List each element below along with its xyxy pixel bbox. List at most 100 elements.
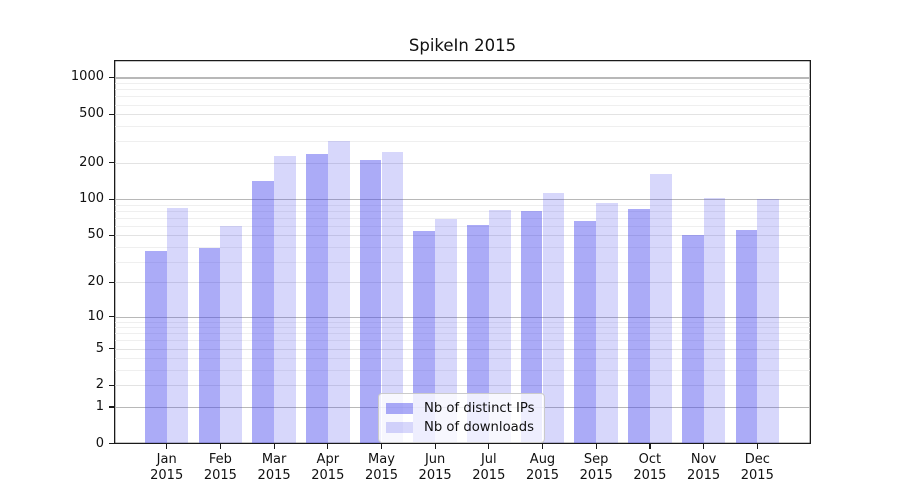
gridline-40 [115, 246, 810, 248]
x-tick-mark-sep [595, 444, 597, 449]
gridline-2 [115, 385, 810, 387]
gridline-300 [115, 141, 810, 143]
bar-distinct-ips-mar [252, 180, 275, 443]
gridline-20 [115, 282, 810, 284]
y-tick-label-500: 500 [79, 106, 104, 122]
bar-downloads-mar [274, 156, 296, 443]
bar-downloads-sep [596, 202, 618, 443]
x-tick-label-jan: Jan 2015 [150, 452, 184, 483]
y-tick-mark-500 [108, 113, 114, 115]
bar-distinct-ips-aug [520, 211, 543, 443]
bar-distinct-ips-jun [413, 231, 436, 443]
y-tick-label-10: 10 [87, 308, 104, 324]
gridline-900 [115, 83, 810, 84]
gridline-9 [115, 321, 810, 323]
gridline-4 [115, 358, 810, 360]
gridline-60 [115, 225, 810, 227]
gridline-1000 [115, 77, 810, 79]
legend-swatch-downloads [386, 422, 413, 433]
bar-distinct-ips-oct [628, 209, 650, 443]
gridline-5 [115, 348, 810, 350]
y-tick-label-1000: 1000 [70, 69, 104, 85]
y-tick-mark-2 [108, 384, 114, 387]
x-tick-label-oct: Oct 2015 [633, 452, 667, 483]
gridline-7 [115, 333, 810, 335]
x-tick-label-feb: Feb 2015 [203, 452, 237, 483]
legend-label-distinct-ips: Nb of distinct IPs [424, 400, 535, 416]
y-tick-label-50: 50 [87, 227, 104, 243]
y-tick-mark-10 [108, 316, 114, 318]
y-tick-mark-0 [108, 443, 114, 445]
gridline-30 [115, 261, 810, 263]
x-tick-label-aug: Aug 2015 [525, 452, 560, 483]
y-tick-label-5: 5 [95, 340, 104, 356]
gridline-600 [115, 104, 810, 106]
bar-downloads-oct [649, 174, 672, 443]
x-tick-label-mar: Mar 2015 [257, 452, 291, 483]
gridline-3 [115, 370, 810, 371]
gridline-10 [115, 316, 810, 318]
x-tick-label-apr: Apr 2015 [311, 452, 345, 483]
x-tick-mark-may [380, 444, 383, 449]
bar-distinct-ips-jul [467, 224, 489, 443]
x-tick-mark-jun [434, 444, 436, 449]
legend-label-downloads: Nb of downloads [424, 419, 534, 435]
gridline-50 [115, 235, 810, 237]
y-tick-mark-1 [108, 406, 114, 408]
x-tick-label-jun: Jun 2015 [418, 452, 452, 483]
y-tick-label-0: 0 [95, 435, 104, 451]
bar-downloads-apr [327, 140, 350, 443]
x-tick-mark-jul [488, 444, 490, 449]
bar-downloads-jun [435, 219, 457, 443]
gridline-90 [115, 204, 810, 206]
gridline-6 [115, 340, 810, 342]
legend-row-distinct-ips: Nb of distinct IPs [386, 399, 535, 418]
bar-distinct-ips-dec [735, 230, 758, 443]
plot-area: 0 1 2 5 10 20 50 100 200 500 1000 Jan 2015 Feb 2015… [71, 60, 811, 483]
bar-downloads-jan [166, 208, 189, 443]
bar-downloads-aug [542, 193, 565, 443]
bar-downloads-nov [703, 197, 726, 443]
x-tick-mark-apr [327, 444, 329, 449]
bar-downloads-may [381, 152, 404, 443]
y-tick-label-200: 200 [79, 154, 104, 170]
gridline-8 [115, 327, 810, 329]
y-tick-mark-100 [108, 198, 114, 200]
bar-distinct-ips-nov [681, 235, 704, 443]
y-tick-label-2: 2 [95, 377, 104, 393]
legend-swatch-distinct-ips [386, 403, 413, 414]
x-tick-mark-oct [649, 444, 651, 449]
gridline-80 [115, 210, 810, 212]
y-tick-label-20: 20 [87, 274, 104, 290]
bar-distinct-ips-sep [574, 220, 597, 443]
bar-distinct-ips-apr [306, 153, 328, 443]
x-tick-mark-jan [166, 444, 168, 449]
gridline-100 [115, 199, 810, 201]
y-tick-mark-50 [108, 234, 114, 236]
y-tick-mark-5 [108, 348, 114, 350]
gridline-800 [115, 89, 810, 91]
legend: Nb of distinct IPs Nb of downloads [378, 393, 545, 443]
bar-distinct-ips-may [359, 159, 382, 443]
legend-row-downloads: Nb of downloads [386, 418, 535, 437]
x-tick-mark-mar [273, 444, 275, 449]
bar-distinct-ips-feb [198, 248, 221, 443]
bar-downloads-feb [220, 225, 243, 443]
bar-distinct-ips-jan [144, 250, 167, 443]
x-tick-mark-aug [541, 444, 544, 449]
x-tick-label-dec: Dec 2015 [740, 452, 774, 483]
x-tick-label-sep: Sep 2015 [579, 452, 613, 483]
x-tick-mark-nov [703, 444, 705, 449]
x-tick-label-jul: Jul 2015 [472, 452, 506, 483]
x-tick-label-may: May 2015 [364, 452, 399, 483]
gridline-500 [115, 114, 810, 116]
bar-downloads-dec [757, 199, 780, 443]
x-tick-mark-dec [756, 444, 758, 449]
chart-title: SpikeIn 2015 [408, 36, 517, 55]
gridline-70 [115, 217, 810, 219]
x-tick-mark-feb [219, 444, 222, 449]
gridline-400 [115, 125, 810, 127]
bar-downloads-jul [488, 210, 511, 443]
y-tick-mark-1000 [108, 76, 114, 79]
